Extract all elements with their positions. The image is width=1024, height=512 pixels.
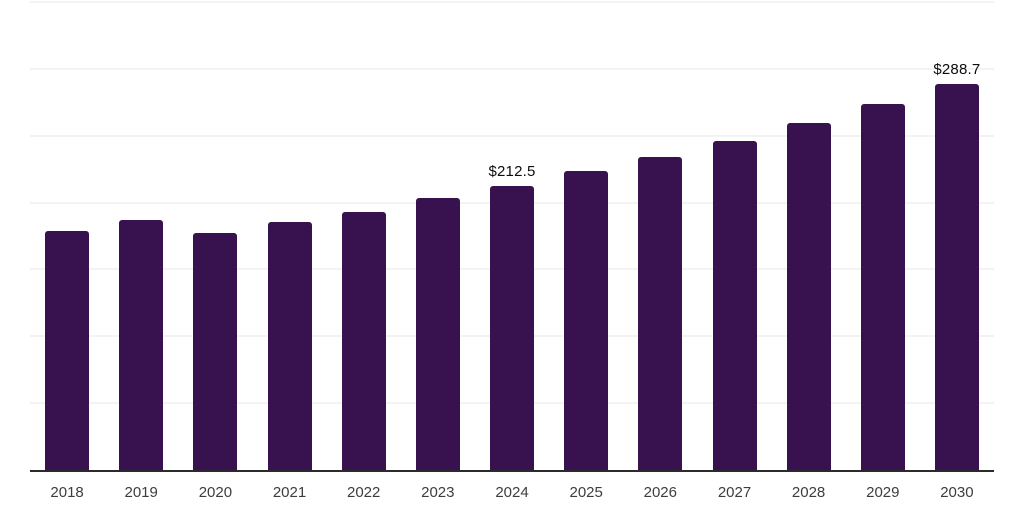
bar-2023 <box>415 198 460 470</box>
bar-2020 <box>193 233 238 470</box>
bar-2030 <box>934 84 979 470</box>
bar-2018 <box>45 230 90 470</box>
bar-2021 <box>267 222 312 470</box>
gridline <box>30 134 994 137</box>
x-tick-label-2026: 2026 <box>643 484 677 501</box>
bar-2022 <box>341 211 386 470</box>
bar-2027 <box>712 140 757 470</box>
x-tick-label-2023: 2023 <box>421 484 455 501</box>
x-tick-label-2025: 2025 <box>569 484 603 501</box>
x-tick-label-2027: 2027 <box>717 484 752 501</box>
bar-2026 <box>638 157 683 470</box>
x-tick-label-2022: 2022 <box>347 484 381 501</box>
x-axis-labels: 2018 2019 2020 2021 2022 2023 2024 2025 2026 2027… <box>30 484 994 506</box>
bar-2029 <box>860 103 905 470</box>
x-tick-label-2028: 2028 <box>791 484 826 501</box>
bar-2024 <box>490 185 534 470</box>
gridline <box>30 67 994 70</box>
x-tick-label-2030: 2030 <box>940 484 974 501</box>
bar-2028 <box>786 122 831 470</box>
bar-2025 <box>564 171 609 470</box>
gridline <box>30 1 994 3</box>
x-tick-label-2029: 2029 <box>866 484 900 501</box>
bar-2019 <box>119 219 164 470</box>
x-tick-label-2018: 2018 <box>50 484 84 501</box>
bar-value-label-2024: $212.5 <box>488 162 536 180</box>
x-tick-label-2019: 2019 <box>124 484 158 501</box>
x-tick-label-2021: 2021 <box>272 484 307 501</box>
plot-area: $212.5 $288.7 <box>30 1 994 472</box>
x-tick-label-2024: 2024 <box>495 484 529 501</box>
bar-value-label-2030: $288.7 <box>933 61 981 78</box>
x-tick-label-2020: 2020 <box>198 484 233 501</box>
